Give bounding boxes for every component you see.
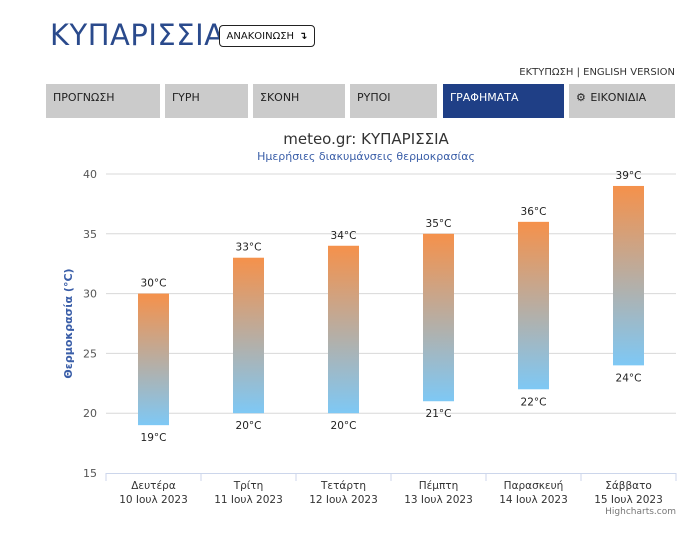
high-value-label: 35°C	[426, 218, 452, 230]
english-version-link[interactable]: ENGLISH VERSION	[583, 67, 675, 78]
high-value-label: 34°C	[331, 230, 357, 242]
temperature-range-chart: meteo.gr: ΚΥΠΑΡΙΣΣΙΑ Ημερήσιες διακυμάνσ…	[62, 130, 677, 517]
credits-link[interactable]: Highcharts.com	[605, 507, 676, 517]
y-tick-label: 20	[83, 407, 97, 420]
temperature-bar	[328, 245, 359, 414]
temperature-bar	[613, 185, 644, 366]
tab-widgets[interactable]: ⚙ ΕΙΚΟΝΙΔΙΑ	[569, 84, 675, 118]
top-links: ΕΚΤΥΠΩΣΗ | ENGLISH VERSION	[519, 67, 675, 78]
tab-forecast[interactable]: ΠΡΟΓΝΩΣΗ	[46, 84, 160, 118]
low-value-label: 24°C	[616, 372, 642, 384]
y-tick-label: 25	[83, 347, 97, 360]
y-tick-label: 40	[83, 168, 97, 181]
tab-label: ΓΡΑΦΗΜΑΤΑ	[450, 91, 519, 104]
low-value-label: 20°C	[236, 420, 262, 432]
tab-label: ΓΥΡΗ	[172, 91, 200, 104]
x-category-day: Πέμπτη	[419, 480, 459, 492]
bars	[138, 185, 644, 426]
announcement-label: ΑΝΑΚΟΙΝΩΣΗ	[226, 30, 295, 42]
x-axis: Δευτέρα 10 Ιουλ 2023 Τρίτη 11 Ιουλ 2023 Τετά…	[105, 473, 677, 506]
tab-label: ΠΡΟΓΝΩΣΗ	[53, 91, 115, 104]
page-title: ΚΥΠΑΡΙΣΣΙΑ	[50, 18, 225, 52]
x-category-date: 14 Ιουλ 2023	[499, 494, 568, 506]
chart-title: meteo.gr: ΚΥΠΑΡΙΣΣΙΑ	[283, 130, 449, 148]
arrow-down-icon: ↴	[299, 30, 308, 42]
tab-label: ΡΥΠΟΙ	[357, 91, 391, 104]
high-value-label: 33°C	[236, 242, 262, 254]
tab-charts[interactable]: ΓΡΑΦΗΜΑΤΑ	[443, 84, 564, 118]
x-category-day: Τρίτη	[233, 480, 264, 492]
tab-pollen[interactable]: ΓΥΡΗ	[165, 84, 248, 118]
announcement-button[interactable]: ΑΝΑΚΟΙΝΩΣΗ ↴	[219, 25, 315, 47]
temperature-bar	[233, 257, 264, 414]
low-value-label: 19°C	[141, 432, 167, 444]
y-axis-title: Θερμοκρασία (°C)	[62, 268, 75, 378]
tab-dust[interactable]: ΣΚΟΝΗ	[253, 84, 345, 118]
y-tick-label: 30	[83, 288, 97, 301]
gear-icon: ⚙	[576, 91, 586, 104]
x-category-date: 12 Ιουλ 2023	[309, 494, 378, 506]
x-category-date: 13 Ιουλ 2023	[404, 494, 473, 506]
temperature-bar	[138, 293, 169, 426]
tab-pollutants[interactable]: ΡΥΠΟΙ	[350, 84, 437, 118]
y-axis-ticks: 15 20 25 30 35 40	[83, 168, 97, 480]
link-separator: |	[576, 67, 580, 78]
low-value-label: 20°C	[331, 420, 357, 432]
high-value-label: 36°C	[521, 206, 547, 218]
x-category-date: 11 Ιουλ 2023	[214, 494, 283, 506]
x-category-day: Δευτέρα	[131, 480, 176, 492]
low-value-label: 22°C	[521, 396, 547, 408]
temperature-bar	[518, 221, 549, 390]
high-value-label: 39°C	[616, 170, 642, 182]
print-link[interactable]: ΕΚΤΥΠΩΣΗ	[519, 67, 574, 78]
data-labels: 30°C 19°C 33°C 20°C 34°C 20°C 35°C 21°C 36°C 22°C…	[141, 170, 642, 444]
tab-label: ΣΚΟΝΗ	[260, 91, 300, 104]
y-tick-label: 35	[83, 228, 97, 241]
x-category-date: 15 Ιουλ 2023	[594, 494, 663, 506]
y-tick-label: 15	[83, 467, 97, 480]
temperature-bar	[423, 233, 454, 402]
chart-subtitle: Ημερήσιες διακυμάνσεις θερμοκρασίας	[257, 150, 475, 163]
tab-label: ΕΙΚΟΝΙΔΙΑ	[590, 91, 647, 104]
x-category-day: Σάββατο	[605, 480, 652, 492]
grid-lines	[106, 173, 676, 414]
low-value-label: 21°C	[426, 408, 452, 420]
x-category-date: 10 Ιουλ 2023	[119, 494, 188, 506]
high-value-label: 30°C	[141, 278, 167, 290]
x-category-day: Τετάρτη	[320, 480, 366, 492]
x-category-day: Παρασκευή	[504, 480, 564, 492]
